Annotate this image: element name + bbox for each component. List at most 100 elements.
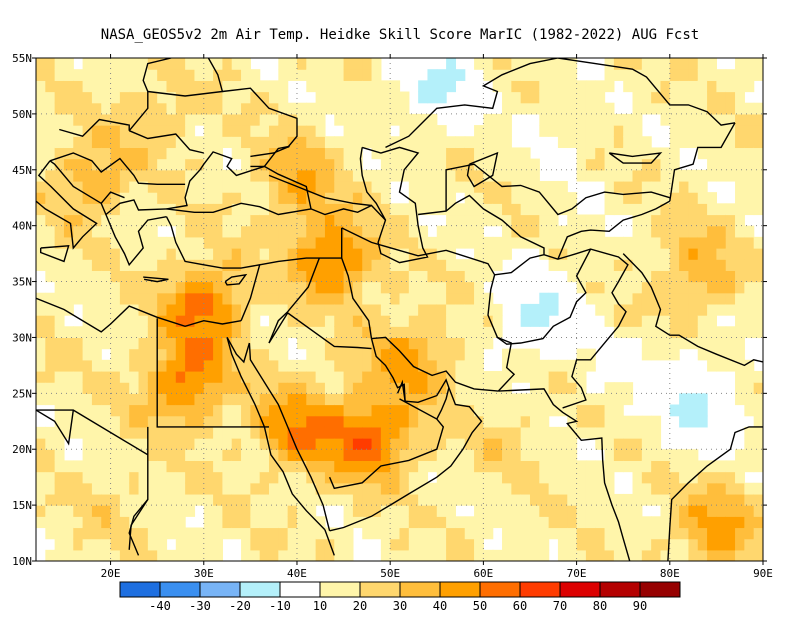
field-cell <box>744 393 755 406</box>
field-cell <box>418 348 429 361</box>
field-cell <box>660 292 671 305</box>
field-cell <box>157 326 168 339</box>
field-cell <box>511 69 522 81</box>
field-cell <box>436 493 447 506</box>
field-cell <box>157 270 168 283</box>
field-cell <box>278 549 289 561</box>
field-cell <box>129 382 140 394</box>
field-cell <box>101 147 112 160</box>
field-cell <box>157 471 168 484</box>
field-cell <box>213 359 224 372</box>
field-cell <box>269 460 279 473</box>
field-cell <box>296 180 307 193</box>
field-cell <box>101 505 112 517</box>
field-cell <box>250 203 261 216</box>
field-cell <box>744 460 755 473</box>
field-cell <box>45 303 56 316</box>
field-cell <box>390 113 401 126</box>
field-cell <box>660 214 671 227</box>
field-cell <box>539 315 550 327</box>
field-cell <box>390 393 401 406</box>
field-cell <box>45 549 56 561</box>
field-cell <box>73 393 84 406</box>
field-cell <box>138 460 149 473</box>
field-cell <box>231 438 242 450</box>
field-cell <box>101 538 112 551</box>
field-cell <box>278 203 289 216</box>
field-cell <box>399 516 410 529</box>
field-cell <box>688 270 699 283</box>
coastlines-borders <box>36 58 763 561</box>
field-cell <box>483 125 494 137</box>
field-cell <box>194 281 205 294</box>
field-cell <box>362 337 373 350</box>
field-cell <box>418 549 429 561</box>
field-cell <box>455 527 466 540</box>
field-cell <box>147 505 158 517</box>
field-cell <box>45 292 56 305</box>
field-cell <box>371 192 382 204</box>
field-cell <box>688 449 699 461</box>
field-cell <box>147 303 158 316</box>
field-cell <box>45 113 56 126</box>
field-cell <box>511 370 522 383</box>
field-cell <box>241 125 251 137</box>
field-cell <box>744 203 755 216</box>
field-cell <box>707 471 717 484</box>
field-cell <box>91 303 102 316</box>
field-cell <box>231 91 242 104</box>
field-cell <box>585 248 596 260</box>
field-cell <box>418 281 429 294</box>
field-cell <box>548 248 559 260</box>
field-cell <box>45 326 56 339</box>
field-cell <box>287 382 298 394</box>
field-cell <box>604 136 615 149</box>
field-cell <box>63 527 74 540</box>
field-cell <box>539 516 550 529</box>
field-cell <box>585 415 596 428</box>
field-cell <box>250 393 261 406</box>
field-cell <box>157 102 168 115</box>
field-cell <box>73 281 84 294</box>
field-cell <box>203 482 214 495</box>
field-cell <box>529 505 540 517</box>
field-cell <box>343 91 354 104</box>
field-cell <box>362 281 373 294</box>
field-cell <box>390 158 401 171</box>
field-cell <box>343 113 354 126</box>
field-cell <box>604 393 615 406</box>
field-cell <box>427 393 438 406</box>
field-cell <box>36 125 46 137</box>
field-cell <box>604 382 615 394</box>
field-cell <box>175 169 186 182</box>
field-cell <box>241 259 251 271</box>
field-cell <box>688 460 699 473</box>
field-cell <box>641 214 652 227</box>
field-cell <box>63 326 74 339</box>
field-cell <box>324 158 335 171</box>
field-cell <box>735 359 745 372</box>
field-cell <box>203 281 214 294</box>
field-cell <box>194 192 205 204</box>
field-cell <box>604 549 615 561</box>
field-cell <box>446 214 457 227</box>
field-cell <box>287 326 298 339</box>
field-cell <box>110 270 121 283</box>
field-cell <box>735 393 745 406</box>
field-cell <box>306 516 317 529</box>
field-cell <box>380 326 391 339</box>
field-cell <box>744 527 755 540</box>
field-cell <box>250 192 261 204</box>
field-cell <box>82 337 93 350</box>
field-cell <box>604 482 615 495</box>
field-cell <box>129 270 140 283</box>
field-cell <box>138 58 149 70</box>
field-cell <box>408 538 419 551</box>
field-cell <box>362 404 373 417</box>
field-cell <box>390 236 401 249</box>
field-cell <box>613 169 624 182</box>
field-cell <box>735 125 745 137</box>
field-cell <box>82 538 93 551</box>
field-cell <box>735 326 745 339</box>
field-cell <box>502 147 512 160</box>
